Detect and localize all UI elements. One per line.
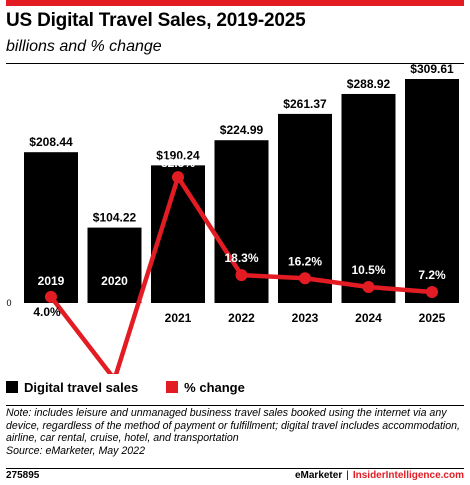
bar-2020 xyxy=(87,227,142,303)
x-tick-label-2020: 2020 xyxy=(101,274,128,288)
pct-change-point-2019 xyxy=(45,290,57,303)
brand-insider-intelligence: InsiderIntelligence.com xyxy=(352,470,464,481)
bar-value-label-2022: $224.99 xyxy=(220,123,264,137)
zero-tick-label: 0 xyxy=(6,298,11,308)
footnote-note: Note: includes leisure and unmanaged bus… xyxy=(6,407,460,445)
legend-divider xyxy=(6,405,464,406)
chart-title: US Digital Travel Sales, 2019-2025 xyxy=(6,10,306,31)
top-accent-rule xyxy=(6,0,464,6)
pct-change-label-2021: 82.5% xyxy=(161,156,195,170)
chart-id: 275895 xyxy=(6,470,40,481)
x-tick-label-2024: 2024 xyxy=(355,311,382,325)
brand-footer: eMarketer | InsiderIntelligence.com xyxy=(295,470,464,481)
bar-value-label-2019: $208.44 xyxy=(29,135,73,149)
bar-value-label-2023: $261.37 xyxy=(283,97,327,111)
x-tick-label-2021: 2021 xyxy=(165,311,192,325)
bar-2023 xyxy=(278,113,332,303)
footnote-source: Source: eMarketer, May 2022 xyxy=(6,444,145,457)
footnote: Note: includes leisure and unmanaged bus… xyxy=(6,407,464,457)
legend-swatch-bars xyxy=(6,381,18,393)
pct-change-label-2019: 4.0% xyxy=(33,305,61,319)
x-tick-label-2023: 2023 xyxy=(292,311,319,325)
pct-change-point-2020 xyxy=(111,373,118,374)
pct-change-label-2020: -50.0% xyxy=(121,372,159,374)
chart-subtitle: billions and % change xyxy=(6,38,162,55)
title-divider xyxy=(6,63,464,64)
bar-value-label-2024: $288.92 xyxy=(347,77,391,91)
pct-change-label-2023: 16.2% xyxy=(288,254,322,268)
pct-change-point-2024 xyxy=(362,280,375,293)
pct-change-point-2021 xyxy=(172,171,184,184)
chart-legend: Digital travel sales % change xyxy=(6,377,273,397)
legend-swatch-line xyxy=(166,381,179,393)
chart-plot: 0 $208.44 $104.22 $190.24 $224.99 $261.37 $288… xyxy=(6,64,459,374)
brand-separator: | xyxy=(346,470,349,481)
bar-value-label-2021: $190.24 xyxy=(156,148,200,162)
legend-item-line: % change xyxy=(166,380,245,395)
x-tick-label-2025: 2025 xyxy=(419,311,446,325)
pct-change-point-2025 xyxy=(426,286,438,299)
pct-change-label-2024: 10.5% xyxy=(351,263,385,277)
bar-2024 xyxy=(341,93,396,303)
x-tick-label-2022: 2022 xyxy=(228,311,255,325)
pct-change-point-2023 xyxy=(299,272,311,285)
legend-label-line: % change xyxy=(184,379,245,395)
bar-2019 xyxy=(24,152,78,303)
pct-change-point-2022 xyxy=(235,269,248,282)
pct-change-label-2025: 7.2% xyxy=(418,268,446,282)
legend-label-bars: Digital travel sales xyxy=(24,379,139,395)
bar-value-label-2025: $309.61 xyxy=(410,64,454,76)
legend-item-bars: Digital travel sales xyxy=(6,380,138,395)
brand-emarketer: eMarketer xyxy=(294,470,343,481)
bar-value-label-2020: $104.22 xyxy=(93,211,137,225)
footer-divider xyxy=(6,468,464,469)
x-tick-label-2019: 2019 xyxy=(38,274,65,288)
pct-change-label-2022: 18.3% xyxy=(224,251,258,265)
bar-2025 xyxy=(405,79,459,303)
